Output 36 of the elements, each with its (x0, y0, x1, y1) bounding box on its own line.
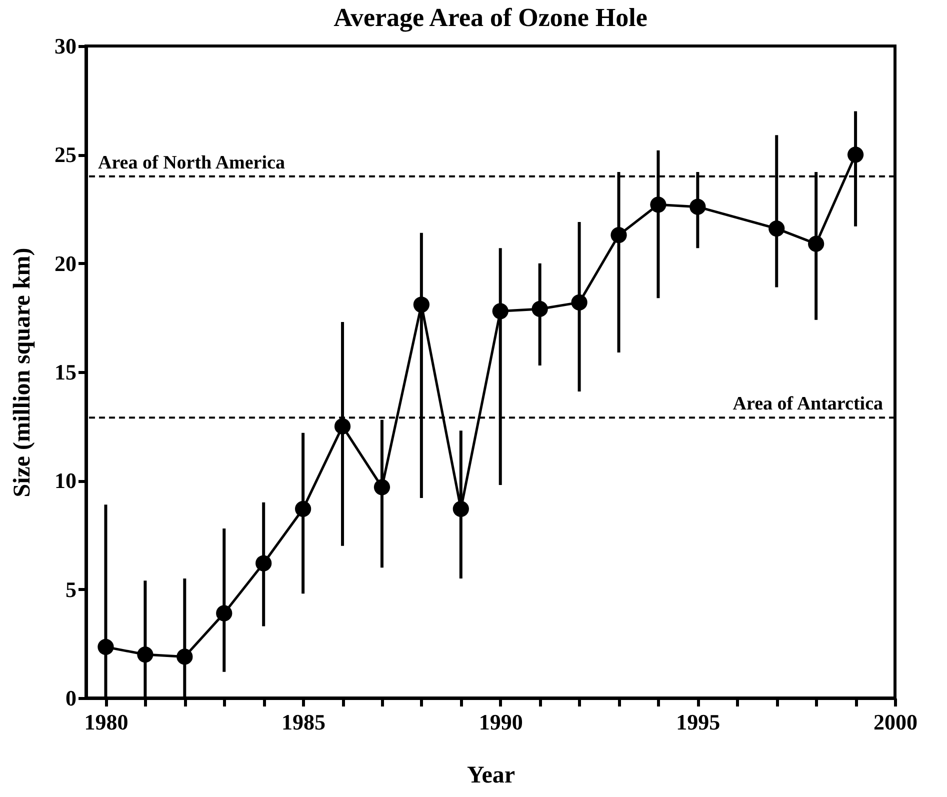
y-tick-label: 0 (66, 686, 76, 710)
point (847, 146, 864, 163)
y-tick-label: 25 (54, 142, 76, 168)
point (768, 220, 785, 237)
y-tick-label: 20 (54, 250, 76, 276)
point (374, 479, 390, 496)
y-tick-label: 30 (54, 34, 76, 58)
point (610, 227, 627, 244)
chart-title: Average Area of Ozone Hole (334, 3, 648, 32)
point (176, 648, 193, 665)
point (137, 646, 154, 663)
point (690, 198, 706, 215)
point (413, 296, 430, 313)
y-tick-label: 5 (66, 576, 76, 602)
ref-line-label: Area of Antarctica (732, 394, 884, 415)
point (808, 236, 824, 252)
x-tick-label: 1995 (676, 710, 720, 734)
point (98, 638, 114, 655)
point (571, 294, 588, 310)
x-tick-label: 1985 (282, 710, 326, 734)
point (532, 300, 548, 318)
point (216, 605, 232, 622)
point (256, 555, 272, 572)
point (334, 418, 351, 434)
point (294, 500, 312, 517)
y-tick-label: 10 (54, 468, 76, 494)
point (492, 303, 508, 320)
x-tick-label: 2000 (874, 710, 918, 734)
x-tick-label: 1980 (84, 710, 128, 734)
point (650, 196, 666, 213)
y-tick-label: 15 (54, 360, 76, 384)
point (452, 500, 469, 517)
x-tick-label: 1990 (478, 710, 523, 734)
x-axis-title: Year (467, 762, 516, 788)
ref-line-label: Area of North America (98, 152, 286, 174)
y-axis-title: Size (million square km) (10, 248, 36, 498)
